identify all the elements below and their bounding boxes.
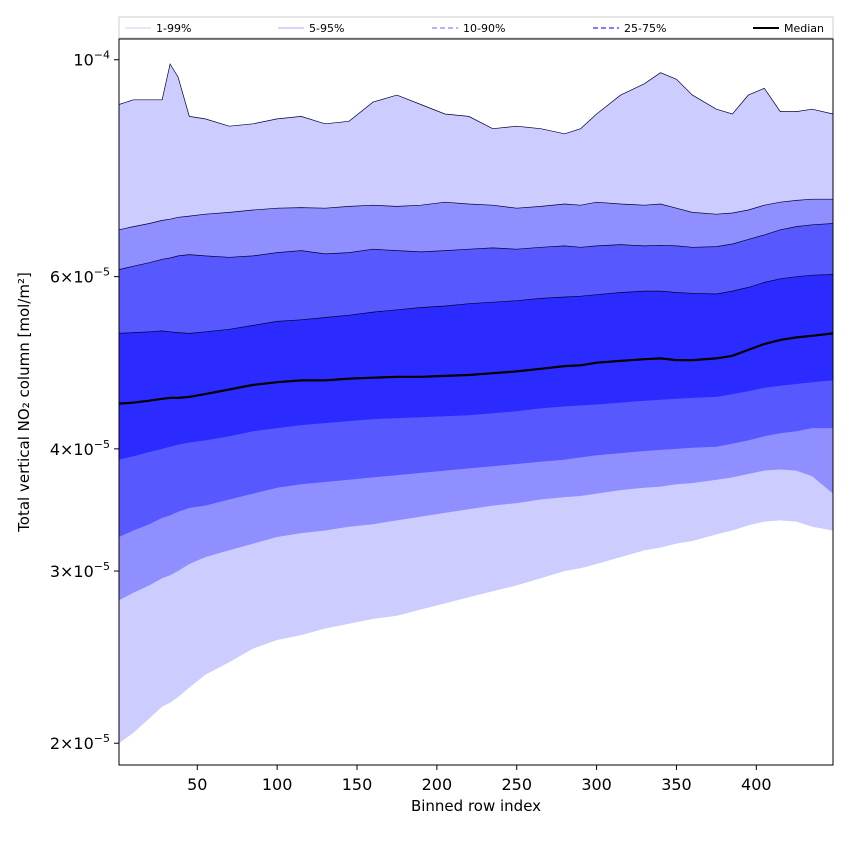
legend-label-1-99%: 1-99% bbox=[156, 22, 191, 35]
x-axis-label: Binned row index bbox=[411, 797, 541, 815]
legend: 1-99% 5-95% 10-90% 25-75% Median bbox=[118, 16, 834, 39]
legend-label-Median: Median bbox=[784, 22, 824, 35]
y-axis-ticks: 2×10−5 3×10−5 4×10−5 6×10−5 10−4 bbox=[50, 49, 119, 753]
plot-frame bbox=[118, 38, 834, 766]
x-tick-label: 350 bbox=[661, 775, 692, 794]
legend-label-10-90%: 10-90% bbox=[463, 22, 505, 35]
x-tick-label: 250 bbox=[501, 775, 532, 794]
band-edge-10-90% bbox=[118, 223, 834, 270]
legend-label-25-75%: 25-75% bbox=[624, 22, 666, 35]
median-line bbox=[118, 332, 834, 405]
x-axis-ticks: 50 100 150 200 250 300 350 400 bbox=[187, 765, 772, 794]
band-edge-5-95% bbox=[118, 198, 833, 231]
x-tick-label: 50 bbox=[187, 775, 207, 794]
band-edge-1-99% bbox=[118, 63, 834, 135]
legend-box bbox=[118, 16, 834, 39]
y-tick-label: 3×10−5 bbox=[50, 560, 110, 581]
y-tick-label: 4×10−5 bbox=[50, 438, 110, 459]
x-tick-label: 100 bbox=[262, 775, 293, 794]
y-tick-label: 2×10−5 bbox=[50, 732, 110, 753]
x-tick-label: 200 bbox=[422, 775, 453, 794]
bands-layer bbox=[119, 64, 833, 744]
x-tick-label: 300 bbox=[581, 775, 612, 794]
y-axis-label: Total vertical NO₂ column [mol/m²] bbox=[15, 272, 33, 533]
y-tick-label: 6×10−5 bbox=[50, 266, 110, 287]
lines-layer bbox=[118, 63, 834, 405]
legend-label-5-95%: 5-95% bbox=[309, 22, 344, 35]
band-25-75% bbox=[119, 274, 833, 460]
band-edge-25-75% bbox=[118, 274, 834, 334]
x-tick-label: 150 bbox=[342, 775, 373, 794]
y-tick-label: 10−4 bbox=[73, 49, 110, 70]
x-tick-label: 400 bbox=[741, 775, 772, 794]
